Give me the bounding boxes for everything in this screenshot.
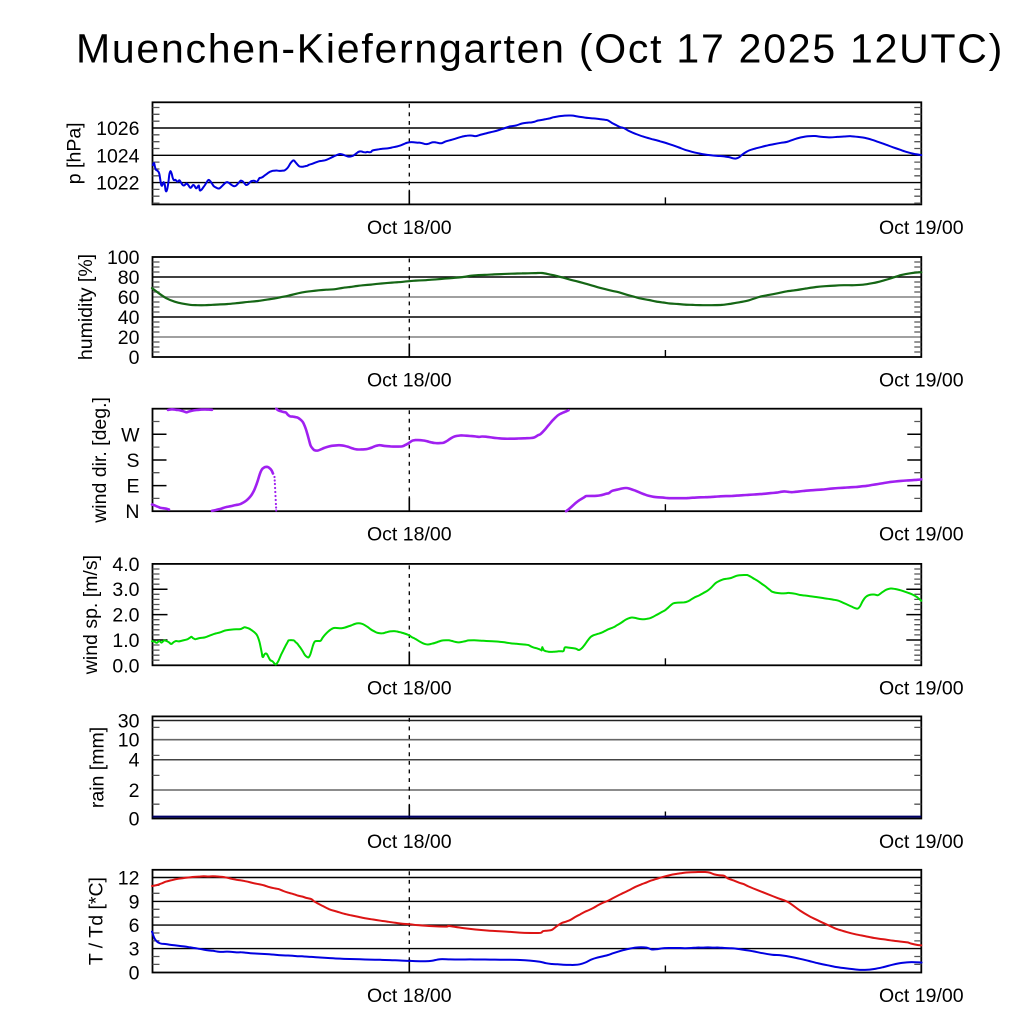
svg-text:Oct 18/00: Oct 18/00 (367, 369, 452, 391)
svg-text:4: 4 (129, 750, 140, 772)
svg-text:Oct 18/00: Oct 18/00 (367, 985, 452, 1007)
svg-text:E: E (126, 476, 139, 498)
svg-text:Oct 19/00: Oct 19/00 (879, 678, 964, 700)
svg-text:p [hPa]: p [hPa] (64, 122, 86, 184)
svg-text:1.0: 1.0 (112, 630, 139, 652)
svg-text:4.0: 4.0 (112, 554, 139, 576)
svg-text:12: 12 (118, 868, 140, 890)
svg-text:3.0: 3.0 (112, 579, 139, 601)
svg-text:0: 0 (129, 347, 140, 369)
svg-text:10: 10 (118, 730, 140, 752)
svg-text:0: 0 (129, 809, 140, 831)
svg-text:Oct 18/00: Oct 18/00 (367, 678, 452, 700)
svg-text:80: 80 (118, 267, 140, 289)
svg-text:W: W (121, 424, 140, 446)
svg-text:Oct 19/00: Oct 19/00 (879, 369, 964, 391)
svg-text:1024: 1024 (96, 145, 140, 167)
svg-text:1022: 1022 (96, 173, 139, 195)
svg-text:Muenchen-Kieferngarten (Oct 17: Muenchen-Kieferngarten (Oct 17 2025 12UT… (76, 26, 1004, 72)
svg-text:1026: 1026 (96, 118, 139, 140)
svg-text:Oct 18/00: Oct 18/00 (367, 831, 452, 853)
svg-text:0.0: 0.0 (112, 655, 139, 677)
svg-text:6: 6 (129, 915, 140, 937)
svg-text:rain [mm]: rain [mm] (87, 727, 109, 808)
svg-text:2.0: 2.0 (112, 605, 139, 627)
svg-text:40: 40 (118, 307, 140, 329)
svg-text:9: 9 (129, 891, 140, 913)
svg-text:wind sp. [m/s]: wind sp. [m/s] (80, 555, 102, 675)
svg-text:Oct 18/00: Oct 18/00 (367, 524, 452, 546)
svg-text:Oct 19/00: Oct 19/00 (879, 524, 964, 546)
svg-text:2: 2 (129, 780, 140, 802)
svg-text:humidity [%]: humidity [%] (75, 254, 97, 360)
svg-text:Oct 19/00: Oct 19/00 (879, 831, 964, 853)
svg-text:20: 20 (118, 327, 140, 349)
svg-text:Oct 18/00: Oct 18/00 (367, 217, 452, 239)
svg-text:T / Td [*C]: T / Td [*C] (86, 877, 108, 965)
svg-text:60: 60 (118, 287, 140, 309)
svg-text:100: 100 (107, 247, 140, 269)
svg-text:N: N (125, 501, 139, 523)
svg-text:Oct 19/00: Oct 19/00 (879, 985, 964, 1007)
svg-text:30: 30 (118, 711, 140, 733)
svg-text:0: 0 (129, 963, 140, 985)
svg-text:wind dir. [deg.]: wind dir. [deg.] (89, 397, 111, 524)
svg-text:S: S (126, 450, 139, 472)
svg-text:Oct 19/00: Oct 19/00 (879, 217, 964, 239)
svg-text:3: 3 (129, 939, 140, 961)
